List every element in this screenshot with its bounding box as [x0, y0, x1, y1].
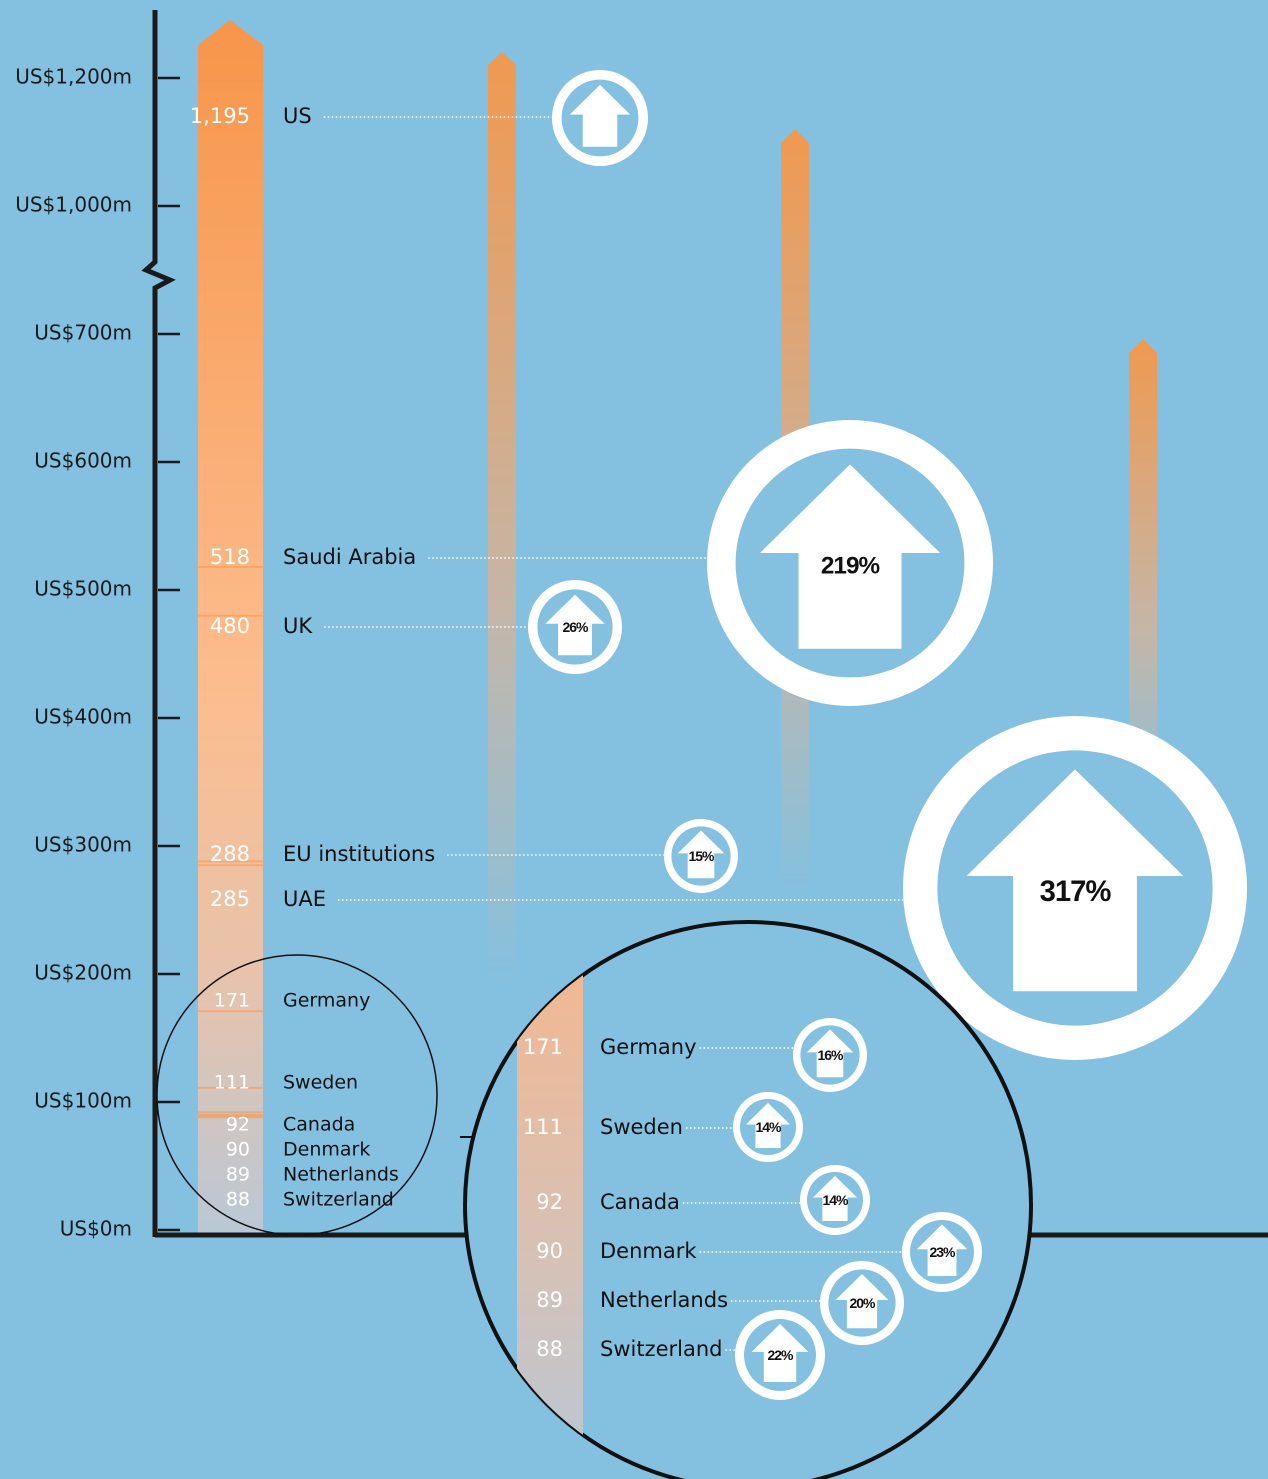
category-label: Denmark — [283, 1139, 370, 1161]
category-label: Germany — [283, 990, 370, 1012]
bubble-arrow — [677, 830, 725, 879]
growth-bubble: 317% — [903, 716, 1247, 1060]
category-label: US — [283, 104, 312, 128]
growth-bubble: 26% — [528, 580, 622, 674]
zoom-value-label: 89 — [536, 1288, 563, 1312]
zoom-value-label: 92 — [536, 1190, 563, 1214]
value-label: 285 — [210, 887, 250, 911]
category-label: EU institutions — [283, 842, 435, 866]
category-label: Sweden — [283, 1072, 358, 1094]
growth-label: 23% — [929, 1244, 956, 1260]
zoom-category-label: Germany — [600, 1035, 697, 1059]
category-label: UAE — [283, 887, 326, 911]
category-label: Netherlands — [283, 1164, 399, 1186]
zoom-category-label: Denmark — [600, 1239, 697, 1263]
value-label: 89 — [226, 1164, 250, 1186]
value-label: 90 — [226, 1139, 250, 1161]
bubble-arrow — [966, 769, 1184, 992]
bubble-arrow — [916, 1224, 968, 1276]
y-axis — [141, 10, 176, 1237]
value-label: 480 — [210, 614, 250, 638]
growth-bubble — [552, 70, 648, 166]
y-tick-label: US$200m — [34, 961, 132, 985]
zoom-category-label: Sweden — [600, 1115, 683, 1139]
marks: US$0m US$100m US$200m US$300m US$400m US$500m… — [15, 65, 1247, 1241]
bubble-arrow — [751, 1323, 809, 1382]
growth-label: 14% — [755, 1119, 782, 1135]
growth-label: 22% — [767, 1347, 794, 1363]
zoom-category-label: Switzerland — [600, 1337, 723, 1361]
growth-bubble: 14% — [733, 1092, 803, 1162]
growth-label: 219% — [821, 553, 880, 580]
y-tick-label: US$700m — [34, 321, 132, 345]
y-tick-label: US$1,000m — [15, 193, 132, 217]
category-label: Saudi Arabia — [283, 545, 416, 569]
y-tick-label: US$600m — [34, 449, 132, 473]
y-tick-label: US$1,200m — [15, 65, 132, 89]
growth-bubble: 22% — [735, 1310, 825, 1400]
growth-bubble: 20% — [820, 1261, 904, 1345]
y-tick-label: US$100m — [34, 1089, 132, 1113]
bubble-arrow — [835, 1274, 889, 1329]
bubble-arrow — [812, 1175, 858, 1221]
value-label: 111 — [214, 1072, 250, 1094]
zoom-value-label: 88 — [536, 1337, 563, 1361]
growth-bubble: 16% — [793, 1018, 867, 1092]
zoom-category-label: Canada — [600, 1190, 680, 1214]
zoom-circle — [463, 920, 1033, 1479]
value-label: 518 — [210, 545, 250, 569]
growth-label: 317% — [1040, 876, 1112, 908]
y-tick-label: US$500m — [34, 577, 132, 601]
zoom-value-label: 111 — [523, 1115, 563, 1139]
value-label: 88 — [226, 1189, 250, 1211]
bubble-arrow — [806, 1029, 854, 1078]
bubble-arrow — [745, 1102, 791, 1148]
category-label: Canada — [283, 1114, 355, 1136]
main-bar — [198, 20, 263, 1235]
bubble-arrow — [545, 594, 605, 656]
deco-bar — [1129, 339, 1157, 825]
value-label: 92 — [226, 1114, 250, 1136]
y-tick-label: US$300m — [34, 833, 132, 857]
bubble-arrow — [569, 84, 631, 147]
growth-bubble: 15% — [664, 819, 738, 893]
zoom-value-label: 90 — [536, 1239, 563, 1263]
growth-bubble: 219% — [707, 420, 993, 706]
growth-label: 14% — [822, 1192, 849, 1208]
category-label: Switzerland — [283, 1189, 394, 1211]
zoom-value-label: 171 — [523, 1035, 563, 1059]
y-tick-label: US$400m — [34, 705, 132, 729]
value-label: 171 — [214, 990, 250, 1012]
bubble-arrow — [759, 464, 941, 649]
growth-bubble: 14% — [800, 1165, 870, 1235]
zoom-content: 171 Germany 16% 111 Sweden 14% 92 Canada 14% 90 De… — [523, 1018, 982, 1400]
value-label: 288 — [210, 842, 250, 866]
deco-bar — [488, 52, 516, 985]
growth-label: 15% — [688, 848, 715, 864]
value-label: 1,195 — [190, 104, 250, 128]
y-tick-label: US$0m — [60, 1217, 132, 1241]
growth-label: 26% — [562, 619, 589, 635]
growth-label: 20% — [849, 1295, 876, 1311]
zoom-category-label: Netherlands — [600, 1288, 728, 1312]
category-label: UK — [283, 614, 313, 638]
growth-label: 16% — [817, 1047, 844, 1063]
growth-bubble: 23% — [902, 1212, 982, 1292]
zoom-source — [156, 954, 438, 1236]
